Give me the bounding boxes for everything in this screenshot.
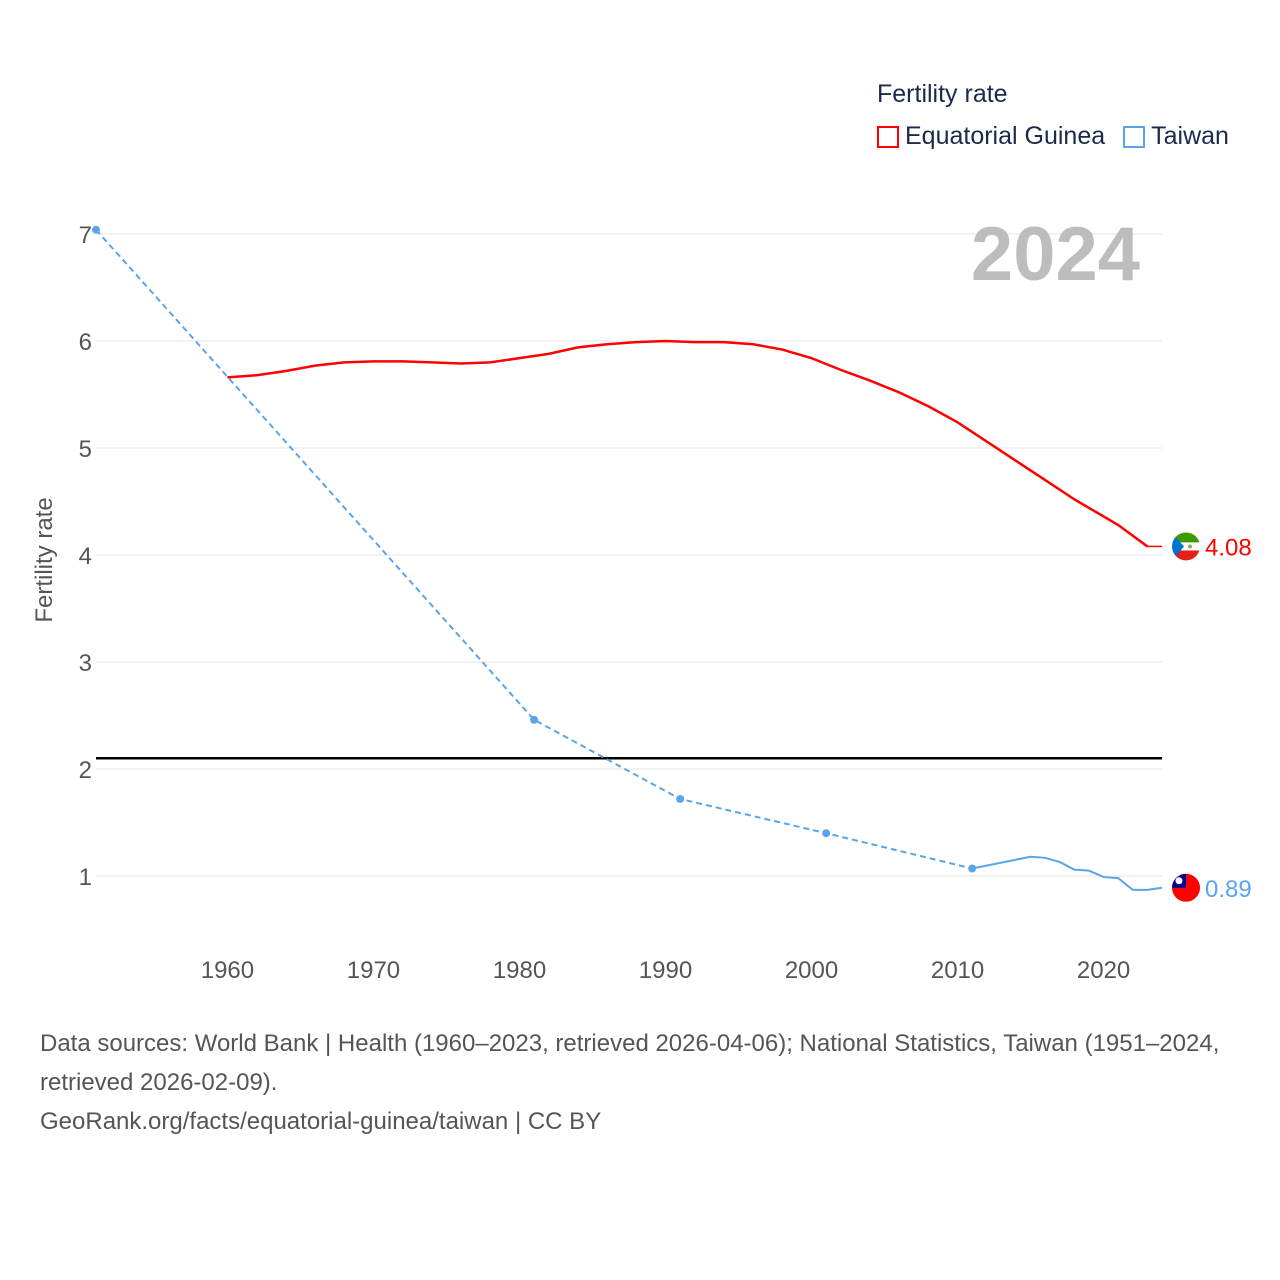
x-tick-label: 2010	[931, 957, 984, 984]
y-tick-label: 7	[79, 222, 92, 249]
flag-icon-taiwan	[1172, 873, 1200, 902]
legend-item-taiwan[interactable]: Taiwan	[1123, 122, 1229, 151]
y-tick-label: 2	[79, 757, 92, 784]
legend-item-equatorial-guinea[interactable]: Equatorial Guinea	[877, 122, 1105, 151]
x-tick-label: 2020	[1077, 957, 1130, 984]
y-tick-label: 5	[79, 436, 92, 463]
x-tick-label: 1970	[347, 957, 400, 984]
legend-label: Taiwan	[1151, 122, 1229, 150]
data-point-taiwan	[968, 864, 977, 873]
fertility-chart: 1 2 3 4 5 6 7 1960 1970 1980 1990 2000 2010 2020 Ferti…	[31, 212, 1252, 984]
y-tick-label: 4	[79, 543, 92, 570]
legend-label: Equatorial Guinea	[905, 122, 1106, 150]
y-axis-label: Fertility rate	[31, 497, 58, 622]
flag-icon-equatorial-guinea	[1172, 532, 1200, 561]
data-point-taiwan	[822, 829, 831, 838]
x-tick-label: 1990	[639, 957, 692, 984]
credit: GeoRank.org/facts/equatorial-guinea/taiw…	[40, 1108, 602, 1135]
y-tick-label: 1	[79, 864, 92, 891]
end-label-taiwan: 0.89	[1205, 876, 1252, 903]
end-label-equatorial-guinea: 4.08	[1205, 534, 1252, 561]
x-tick-label: 2000	[785, 957, 838, 984]
legend-swatch	[1123, 125, 1146, 148]
y-tick-label: 3	[79, 650, 92, 677]
data-point-taiwan	[530, 715, 539, 724]
source-note: Data sources: World Bank | Health (1960–…	[40, 1024, 1250, 1141]
data-point-taiwan	[92, 225, 100, 234]
legend: Equatorial Guinea Taiwan	[877, 122, 1229, 151]
series-line-taiwan-dashed	[95, 229, 973, 870]
x-tick-label: 1980	[493, 957, 546, 984]
legend-title: Fertility rate	[877, 80, 1008, 108]
year-label: 2024	[971, 212, 1140, 297]
x-tick-label: 1960	[201, 957, 254, 984]
data-sources: Data sources: World Bank | Health (1960–…	[40, 1030, 1220, 1096]
legend-swatch	[877, 125, 899, 148]
data-point-taiwan	[676, 794, 685, 803]
y-tick-label: 6	[79, 329, 92, 356]
series-line-taiwan	[971, 855, 1163, 891]
series-line-equatorial-guinea	[227, 339, 1149, 548]
